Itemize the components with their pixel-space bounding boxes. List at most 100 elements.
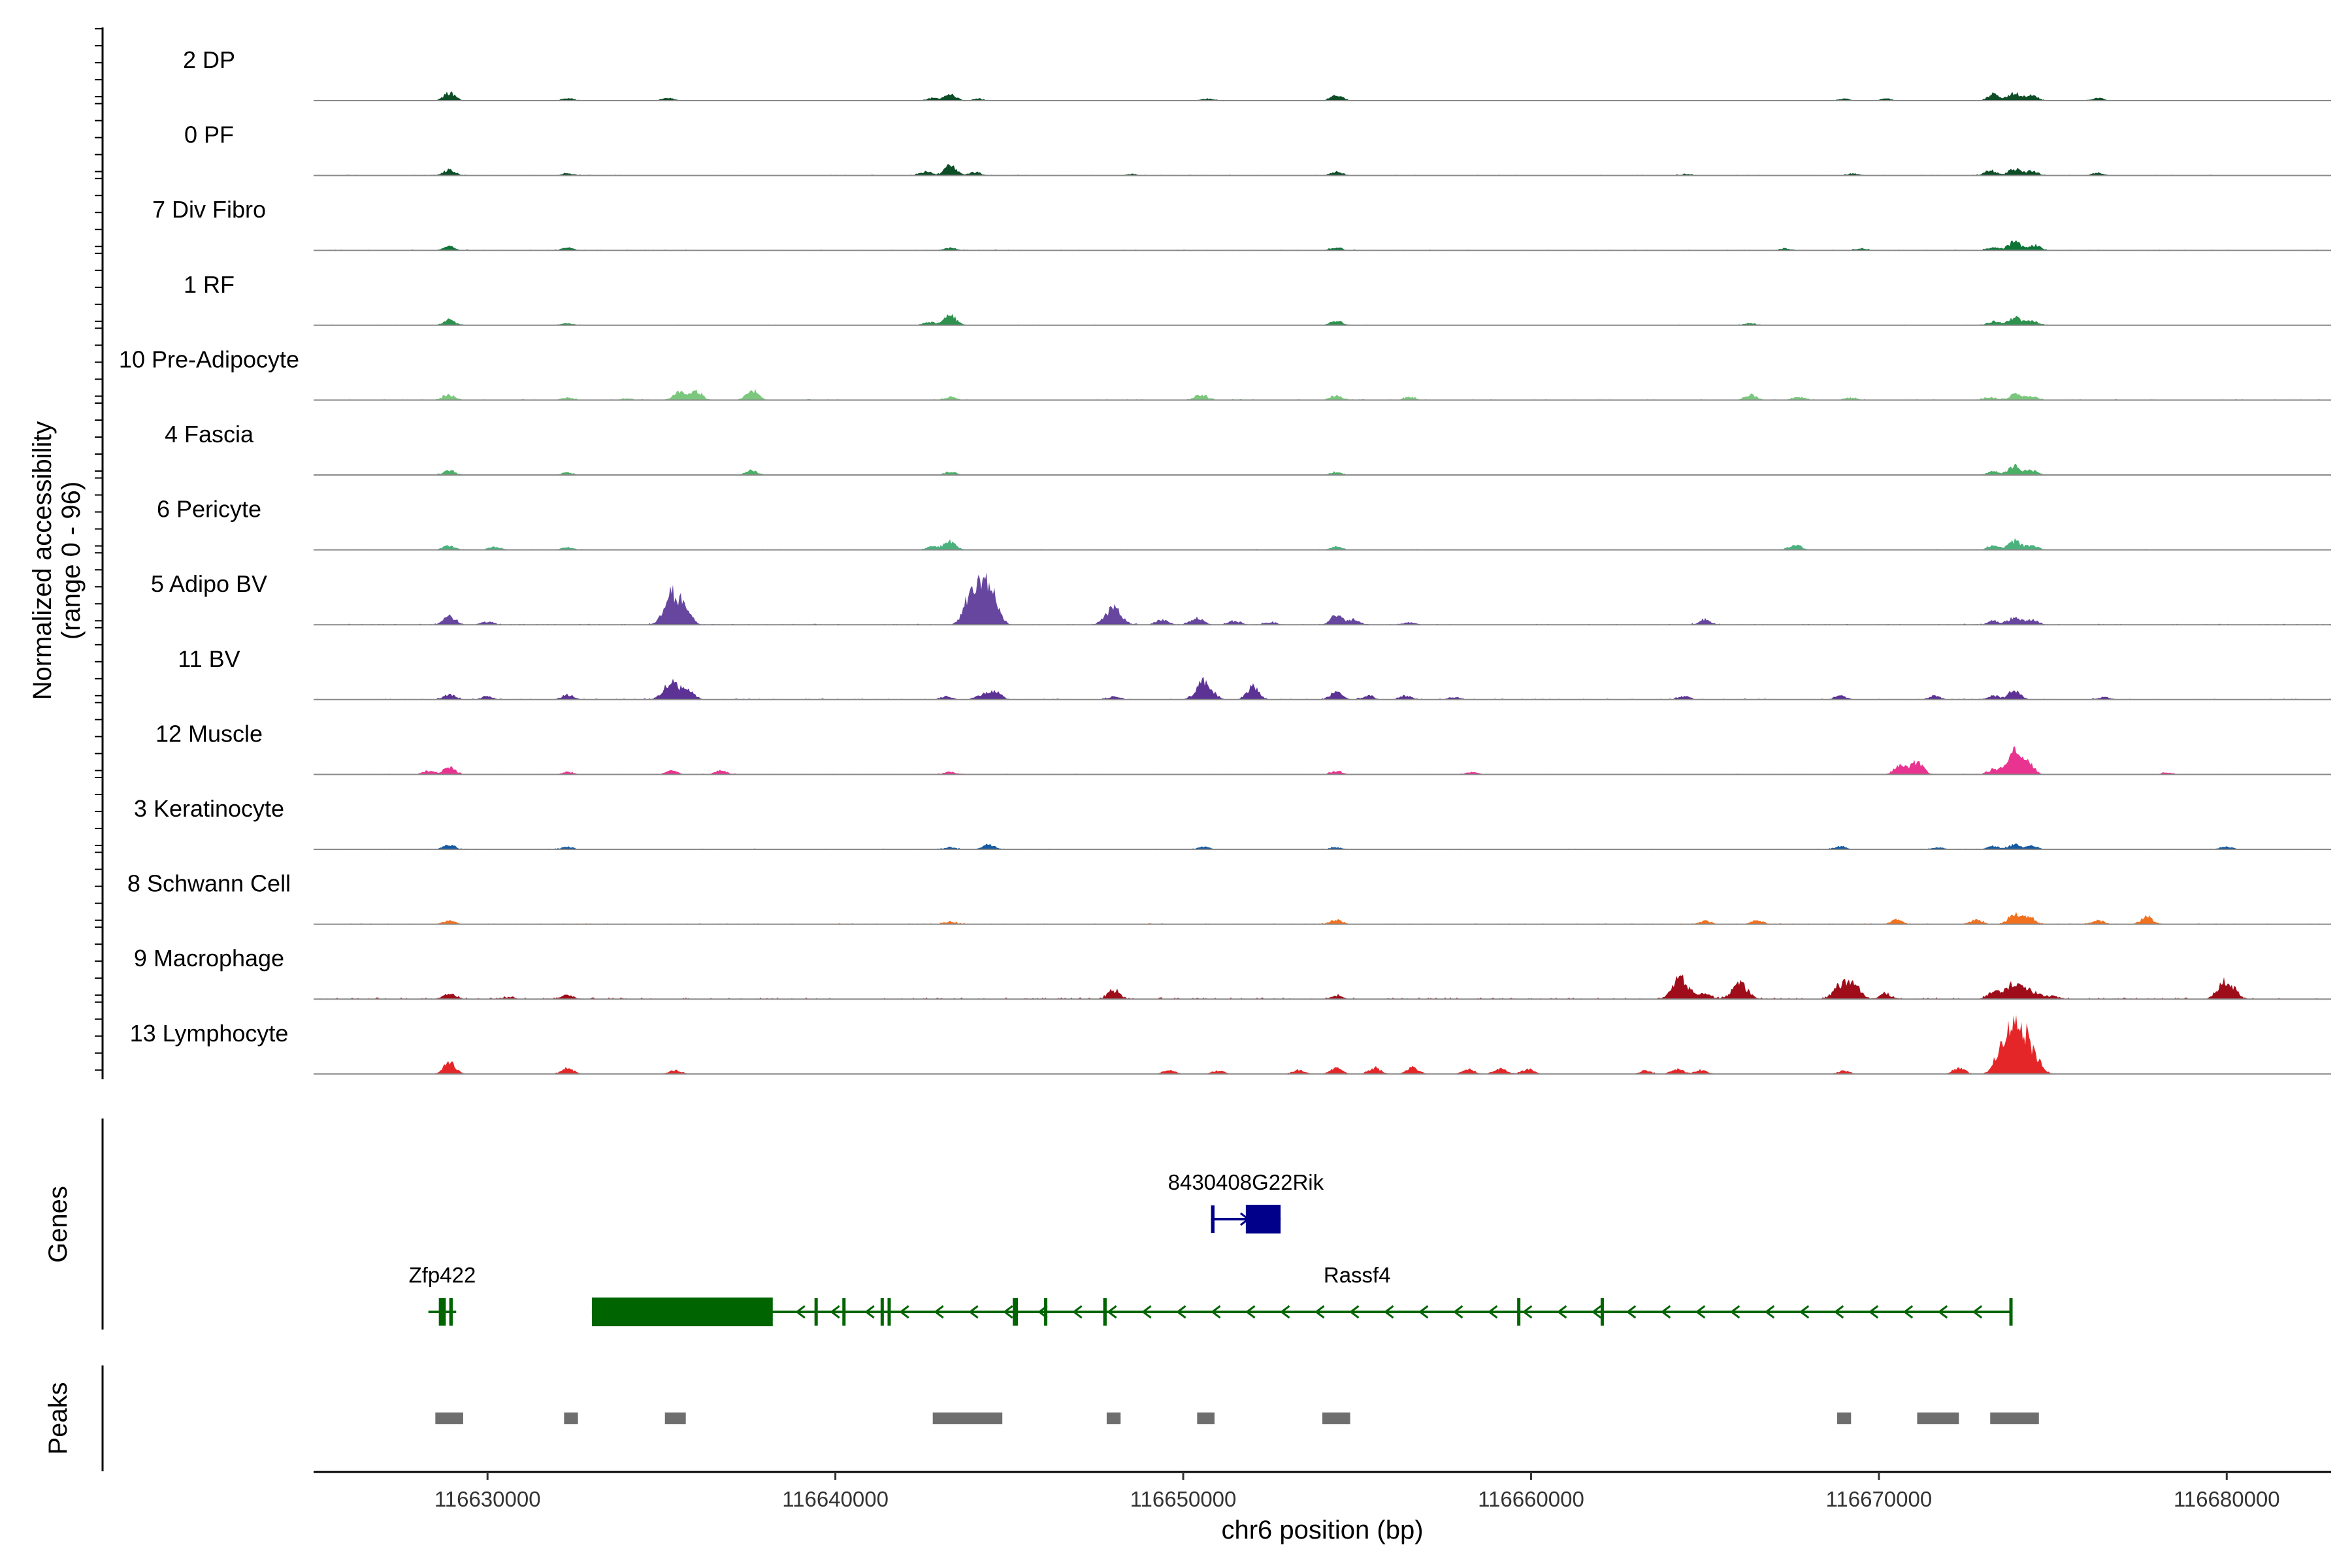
gene-exon	[887, 1298, 891, 1326]
track: 6 Pericyte	[157, 496, 2331, 551]
track: 11 BV	[178, 645, 2331, 700]
strand-arrow	[1176, 1305, 1186, 1319]
track: 4 Fascia	[165, 421, 2331, 476]
y-axis: Normalized accessibility (range 0 - 96)	[28, 27, 104, 1079]
strand-arrow	[1937, 1305, 1948, 1319]
track: 5 Adipo BV	[151, 570, 2331, 626]
track-label: 4 Fascia	[165, 421, 254, 448]
peak-region	[664, 1413, 686, 1424]
strand-arrow	[1522, 1305, 1533, 1319]
genes-panel: Genes 8430408G22Rik Zfp422 Rassf4	[44, 1119, 2013, 1330]
strand-arrow	[1315, 1305, 1325, 1319]
gene-exon	[438, 1298, 446, 1326]
gene-exon	[1517, 1298, 1521, 1326]
track: 0 PF	[184, 122, 2331, 176]
coverage-area	[314, 843, 2331, 849]
peak-region	[932, 1413, 1003, 1424]
peak-region	[1917, 1413, 1959, 1424]
track-label: 12 Muscle	[155, 720, 263, 747]
track: 3 Keratinocyte	[134, 795, 2331, 850]
gene-exon	[1245, 1205, 1281, 1233]
gene-exon	[842, 1298, 846, 1326]
strand-arrow	[1384, 1305, 1394, 1319]
strand-arrow	[1556, 1305, 1567, 1319]
track-label: 2 DP	[183, 46, 235, 73]
strand-arrow	[1003, 1305, 1013, 1319]
peak-region	[435, 1413, 463, 1424]
track: 8 Schwann Cell	[127, 870, 2331, 925]
gene-exon	[591, 1298, 773, 1326]
track-label: 9 Macrophage	[134, 945, 284, 972]
strand-arrow	[1211, 1305, 1221, 1319]
track-label: 8 Schwann Cell	[127, 870, 291, 897]
peaks-panel-label: Peaks	[44, 1382, 73, 1454]
track: 9 Macrophage	[134, 945, 2331, 1000]
coverage-area	[314, 676, 2331, 700]
coverage-area	[314, 911, 2331, 924]
strand-arrow	[1418, 1305, 1429, 1319]
coverage-area	[314, 538, 2331, 550]
x-axis-ticks: 116630000 116640000 116650000 116660000 1166…	[434, 1472, 2280, 1511]
track: 1 RF	[184, 271, 2331, 326]
strand-arrow	[1141, 1305, 1152, 1319]
strand-arrow	[830, 1305, 840, 1319]
x-tick-label: 116650000	[1130, 1487, 1237, 1511]
track-label: 7 Div Fibro	[152, 196, 266, 223]
genes-panel-label: Genes	[44, 1186, 73, 1263]
gene-label: Rassf4	[1324, 1263, 1391, 1287]
coverage-area	[314, 314, 2331, 325]
strand-arrow	[1799, 1305, 1810, 1319]
coverage-area	[314, 91, 2331, 101]
strand-arrow	[795, 1305, 806, 1319]
strand-arrow	[1280, 1305, 1290, 1319]
gene-exon	[1013, 1298, 1019, 1326]
peak-region	[1837, 1413, 1852, 1424]
strand-arrow	[1833, 1305, 1844, 1319]
track: 12 Muscle	[155, 720, 2331, 776]
gene: 8430408G22Rik	[1168, 1170, 1324, 1233]
x-tick-label: 116680000	[2174, 1487, 2280, 1511]
track-label: 6 Pericyte	[157, 496, 261, 523]
x-axis-title: chr6 position (bp)	[1221, 1516, 1423, 1544]
strand-arrow	[968, 1305, 979, 1319]
coverage-area	[314, 240, 2331, 251]
gene-exon	[1600, 1298, 1604, 1326]
strand-arrow	[1695, 1305, 1706, 1319]
gene-label: Zfp422	[409, 1263, 476, 1287]
track: 13 Lymphocyte	[130, 1015, 2331, 1075]
gene-label: 8430408G22Rik	[1168, 1170, 1324, 1194]
strand-arrow	[1487, 1305, 1498, 1319]
gene: Zfp422	[409, 1263, 476, 1326]
peak-region	[1197, 1413, 1215, 1424]
strand-arrow	[1903, 1305, 1914, 1319]
gene-exon	[1103, 1298, 1107, 1326]
coverage-area	[314, 572, 2331, 625]
strand-arrow	[1349, 1305, 1360, 1319]
coverage-area	[314, 746, 2331, 775]
strand-arrow	[1660, 1305, 1671, 1319]
peak-region	[1106, 1413, 1121, 1424]
coverage-area	[314, 389, 2331, 400]
gene-exon	[880, 1298, 884, 1326]
peak-region	[1322, 1413, 1350, 1424]
x-tick-label: 116660000	[1478, 1487, 1584, 1511]
strand-arrow	[1764, 1305, 1775, 1319]
x-axis: 116630000 116640000 116650000 116660000 1166…	[314, 1471, 2331, 1544]
strand-arrow	[1972, 1305, 1983, 1319]
y-axis-title-line2: (range 0 - 96)	[57, 482, 86, 640]
strand-arrow	[934, 1305, 944, 1319]
track-label: 0 PF	[184, 122, 234, 148]
coverage-tracks: 2 DP 0 PF 7 Div Fibro 1 RF 10 Pre-Adipocyte 4…	[119, 46, 2331, 1075]
y-axis-title-line1: Normalized accessibility	[28, 421, 57, 700]
gene-exon	[1044, 1298, 1048, 1326]
gene-exon	[1211, 1205, 1215, 1233]
y-axis-ticks	[95, 28, 103, 1071]
peaks-panel: Peaks	[44, 1365, 2039, 1471]
track: 7 Div Fibro	[152, 196, 2331, 252]
coverage-area	[314, 164, 2331, 176]
coverage-area	[314, 974, 2331, 1000]
gene-exon	[449, 1298, 453, 1326]
track-label: 1 RF	[184, 271, 235, 298]
strand-arrow	[864, 1305, 875, 1319]
track: 10 Pre-Adipocyte	[119, 346, 2331, 401]
